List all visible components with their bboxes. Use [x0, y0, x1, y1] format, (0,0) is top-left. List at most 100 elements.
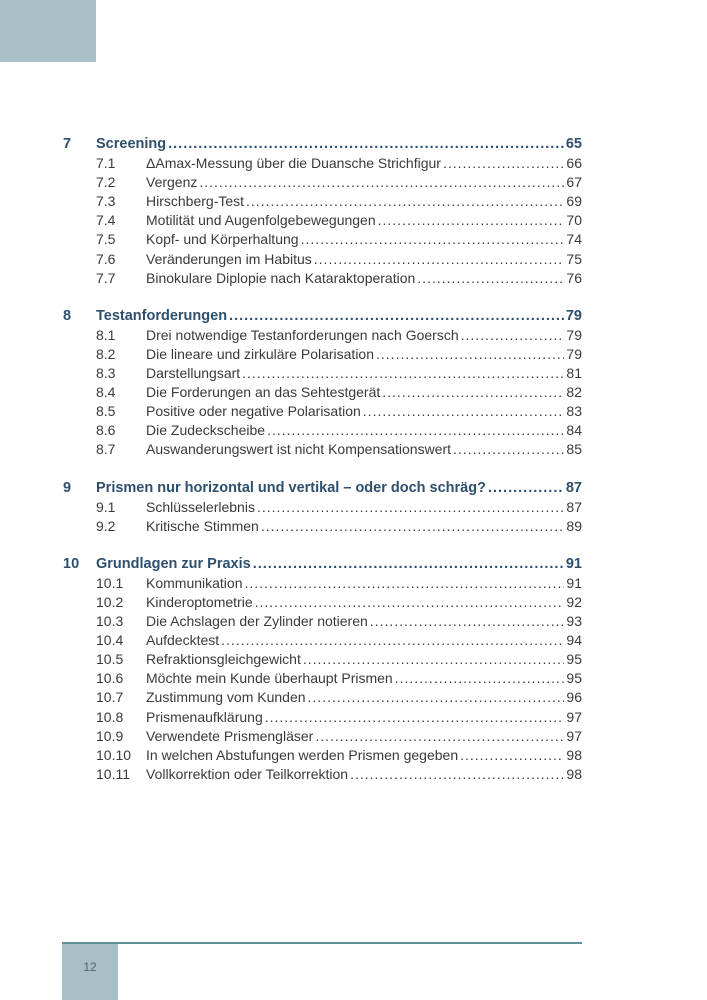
entry-page: 96: [566, 689, 582, 706]
toc-chapter[interactable]: 8 Testanforderungen 79: [63, 307, 582, 326]
dot-leader: [255, 593, 565, 612]
toc-chapter[interactable]: 7 Screening 65: [63, 135, 582, 154]
entry-title: Veränderungen im Habitus: [146, 250, 312, 267]
entry-number: 8.2: [96, 345, 116, 362]
toc-section[interactable]: 10.1 Kommunikation 91: [63, 574, 582, 593]
toc-section[interactable]: 9.1 Schlüsselerlebnis 87: [63, 498, 582, 517]
table-of-contents: 7 Screening 65 7.1 ΔAmax-Messung über die Du…: [63, 135, 582, 784]
toc-chapter[interactable]: 9 Prismen nur horizontal und vertikal – o…: [63, 479, 582, 498]
entry-number: 8: [63, 307, 72, 324]
toc-section[interactable]: 7.7 Binokulare Diplopie nach Kataraktoper…: [63, 269, 582, 288]
toc-section[interactable]: 8.1 Drei notwendige Testanforderungen nac…: [63, 326, 582, 345]
dot-leader: [229, 307, 564, 326]
toc-section[interactable]: 10.2 Kinderoptometrie 92: [63, 593, 582, 612]
dot-leader: [395, 669, 565, 688]
entry-number: 10.9: [96, 727, 124, 744]
dot-leader: [221, 631, 564, 650]
entry-page: 84: [566, 422, 582, 439]
entry-page: 89: [566, 517, 582, 534]
dot-leader: [246, 192, 564, 211]
toc-section[interactable]: 10.9 Verwendete Prismengläser 97: [63, 727, 582, 746]
toc-section[interactable]: 10.5 Refraktionsgleichgewicht 95: [63, 650, 582, 669]
entry-number: 10.4: [96, 632, 124, 649]
entry-number: 7.4: [96, 212, 116, 229]
toc-section[interactable]: 7.4 Motilität und Augenfolgebewegungen 70: [63, 211, 582, 230]
toc-section[interactable]: 10.11 Vollkorrektion oder Teilkorrektion 9…: [63, 765, 582, 784]
entry-title: Möchte mein Kunde überhaupt Prismen: [146, 670, 393, 687]
entry-page: 87: [566, 498, 582, 515]
toc-section[interactable]: 7.5 Kopf- und Körperhaltung 74: [63, 230, 582, 249]
entry-title: Hirschberg-Test: [146, 193, 245, 210]
entry-page: 97: [566, 727, 582, 744]
page-number: 12: [83, 960, 97, 974]
entry-number: 9.2: [96, 517, 116, 534]
entry-title: Screening: [96, 136, 167, 152]
entry-number: 10.3: [96, 613, 124, 630]
entry-page: 98: [566, 765, 582, 782]
toc-section[interactable]: 7.6 Veränderungen im Habitus 75: [63, 250, 582, 269]
toc-section[interactable]: 10.7 Zustimmung vom Kunden 96: [63, 688, 582, 707]
toc-section[interactable]: 10.6 Möchte mein Kunde überhaupt Prismen 9…: [63, 669, 582, 688]
entry-number: 10: [63, 555, 80, 572]
entry-title: Motilität und Augenfolgebewegungen: [146, 212, 376, 229]
entry-number: 9.1: [96, 498, 116, 515]
toc-section[interactable]: 8.6 Die Zudeckscheibe 84: [63, 421, 582, 440]
dot-leader: [363, 402, 565, 421]
entry-title: Kommunikation: [146, 574, 243, 591]
entry-page: 75: [566, 250, 582, 267]
entry-page: 79: [566, 345, 582, 362]
toc-section[interactable]: 10.8 Prismenaufklärung 97: [63, 708, 582, 727]
dot-leader: [261, 517, 565, 536]
toc-section[interactable]: 7.1 ΔAmax-Messung über die Duansche Stric…: [63, 154, 582, 173]
toc-section[interactable]: 8.2 Die lineare und zirkuläre Polarisatio…: [63, 345, 582, 364]
entry-page: 76: [566, 269, 582, 286]
entry-title: Grundlagen zur Praxis: [96, 555, 251, 572]
entry-page: 94: [566, 632, 582, 649]
entry-number: 10.1: [96, 574, 124, 591]
dot-leader: [301, 230, 565, 249]
toc-section[interactable]: 8.4 Die Forderungen an das Sehtestgerät 82: [63, 383, 582, 402]
dot-leader: [253, 555, 564, 574]
entry-number: 10.10: [96, 746, 132, 763]
entry-title: Aufdecktest: [146, 632, 220, 649]
entry-page: 82: [566, 384, 582, 401]
entry-number: 7.5: [96, 231, 116, 248]
entry-number: 10.6: [96, 670, 124, 687]
entry-number: 7.3: [96, 193, 116, 210]
toc-section[interactable]: 7.3 Hirschberg-Test 69: [63, 192, 582, 211]
entry-title: Vergenz: [146, 174, 198, 191]
corner-decoration: [0, 0, 96, 62]
toc-section[interactable]: 8.7 Auswanderungswert ist nicht Kompensat…: [63, 440, 582, 459]
toc-chapter[interactable]: 10 Grundlagen zur Praxis 91: [63, 555, 582, 574]
entry-number: 10.8: [96, 708, 124, 725]
entry-title: Positive oder negative Polarisation: [146, 403, 361, 420]
entry-title: Vollkorrektion oder Teilkorrektion: [146, 765, 349, 782]
dot-leader: [168, 135, 564, 154]
toc-section[interactable]: 8.3 Darstellungsart 81: [63, 364, 582, 383]
entry-title: Kritische Stimmen: [146, 517, 259, 534]
entry-page: 98: [566, 746, 582, 763]
entry-title: Die Zudeckscheibe: [146, 422, 266, 439]
toc-section[interactable]: 10.10 In welchen Abstufungen werden Prism…: [63, 746, 582, 765]
entry-number: 8.1: [96, 326, 116, 343]
entry-number: 7.1: [96, 155, 116, 172]
entry-page: 87: [565, 479, 582, 496]
entry-title: Zustimmung vom Kunden: [146, 689, 306, 706]
entry-number: 8.6: [96, 422, 116, 439]
toc-section[interactable]: 8.5 Positive oder negative Polarisation 83: [63, 402, 582, 421]
entry-title: In welchen Abstufungen werden Prismen ge…: [146, 746, 459, 763]
dot-leader: [303, 650, 565, 669]
toc-section[interactable]: 7.2 Vergenz 67: [63, 173, 582, 192]
dot-leader: [199, 173, 564, 192]
entry-title: Testanforderungen: [96, 307, 228, 324]
entry-title: Die Forderungen an das Sehtestgerät: [146, 384, 381, 401]
entry-page: 66: [566, 155, 582, 172]
entry-page: 91: [566, 574, 582, 591]
dot-leader: [314, 250, 565, 269]
toc-section[interactable]: 10.3 Die Achslagen der Zylinder notieren 9…: [63, 612, 582, 631]
toc-section[interactable]: 10.4 Aufdecktest 94: [63, 631, 582, 650]
toc-section[interactable]: 9.2 Kritische Stimmen 89: [63, 517, 582, 536]
entry-number: 10.11: [96, 765, 130, 782]
entry-page: 83: [566, 403, 582, 420]
entry-page: 69: [566, 193, 582, 210]
